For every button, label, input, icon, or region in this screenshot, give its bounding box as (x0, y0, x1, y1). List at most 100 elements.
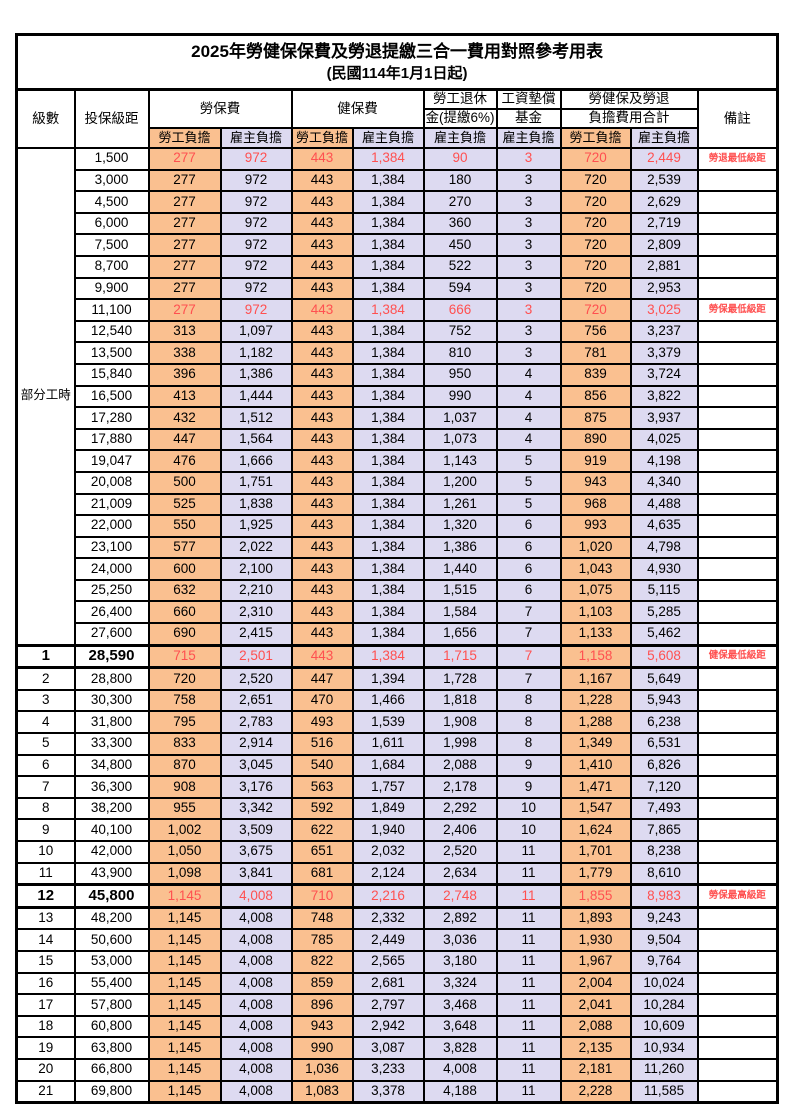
cell-total-employee: 839 (559, 362, 632, 387)
subheader-health-employee: 勞工負擔 (290, 127, 354, 149)
cell-bracket: 25,250 (73, 578, 150, 603)
cell-total-employee: 2,004 (559, 971, 632, 996)
table-row: 21 69,800 1,145 4,008 1,083 3,378 4,188 11 2,228… (15, 1079, 779, 1104)
cell-labor-employee: 277 (147, 254, 222, 279)
table-row: 27,600 690 2,415 443 1,384 1,656 7 1,133 5,462 (17, 622, 779, 647)
cell-labor-employee: 396 (147, 362, 222, 387)
cell-labor-employer: 2,783 (219, 710, 293, 735)
cell-note (696, 168, 779, 193)
cell-pension-employer: 3,180 (422, 949, 498, 974)
cell-health-employee: 443 (290, 362, 354, 387)
cell-level: 4 (15, 710, 76, 735)
cell-note (696, 319, 779, 344)
cell-pension-employer: 1,908 (422, 710, 498, 735)
cell-wage-fund-employer: 7 (495, 643, 562, 670)
cell-labor-employer: 4,008 (219, 993, 293, 1017)
cell-health-employee: 443 (290, 449, 354, 473)
cell-labor-employer: 3,045 (219, 753, 293, 778)
subheader-labor-employer: 雇主負擔 (219, 127, 293, 149)
cell-total-employer: 2,953 (629, 276, 699, 301)
cell-labor-employee: 955 (147, 796, 222, 821)
cell-labor-employee: 1,002 (147, 818, 222, 842)
cell-wage-fund-employer: 3 (495, 168, 562, 193)
cell-labor-employee: 1,145 (147, 1079, 222, 1104)
cell-total-employee: 856 (559, 384, 632, 409)
cell-health-employee: 1,083 (290, 1079, 354, 1104)
cell-pension-employer: 1,584 (422, 600, 498, 625)
table-row: 15 53,000 1,145 4,008 822 2,565 3,180 11 1,967 9,… (15, 949, 779, 974)
cell-total-employer: 9,243 (629, 906, 699, 931)
cell-total-employer: 8,983 (629, 883, 699, 909)
cell-wage-fund-employer: 8 (495, 688, 562, 713)
cell-total-employer: 10,024 (629, 971, 699, 996)
cell-labor-employer: 1,182 (219, 341, 293, 365)
cell-health-employer: 2,124 (351, 861, 425, 886)
header-sub-row: 勞工負擔 雇主負擔 勞工負擔 雇主負擔 雇主負擔 雇主負擔 勞工負擔 雇主負擔 (17, 127, 778, 149)
cell-level: 7 (15, 775, 76, 799)
cell-labor-employer: 972 (219, 276, 293, 301)
cell-wage-fund-employer: 3 (495, 233, 562, 257)
table-row: 17,880 447 1,564 443 1,384 1,073 4 890 4,025 (17, 427, 779, 452)
header-group-row-1: 級數 投保級距 勞保費 健保費 勞工退休 工資墊償 勞健保及勞退 備註 (15, 88, 779, 149)
cell-note (696, 535, 779, 560)
cell-total-employer: 5,462 (629, 622, 699, 647)
cell-level: 1 (15, 643, 76, 670)
cell-note (696, 514, 779, 538)
cell-health-employee: 710 (290, 883, 354, 909)
cell-labor-employee: 1,145 (147, 993, 222, 1017)
cell-bracket: 69,800 (73, 1079, 150, 1104)
cell-labor-employer: 972 (219, 233, 293, 257)
cell-health-employee: 1,036 (290, 1057, 354, 1082)
cell-labor-employee: 1,145 (147, 883, 222, 909)
cell-labor-employee: 632 (147, 578, 222, 603)
table-row: 19 63,800 1,145 4,008 990 3,087 3,828 11 2,135 10… (15, 1036, 779, 1060)
cell-total-employer: 5,649 (629, 666, 699, 691)
cell-wage-fund-employer: 3 (495, 147, 562, 171)
cell-labor-employer: 2,914 (219, 732, 293, 756)
cell-health-employee: 443 (290, 535, 354, 560)
cell-pension-employer: 1,728 (422, 666, 498, 691)
cell-health-employer: 1,384 (351, 470, 425, 495)
cell-wage-fund-employer: 8 (495, 710, 562, 735)
cell-pension-employer: 1,715 (422, 643, 498, 670)
cell-bracket: 66,800 (73, 1057, 150, 1082)
cell-pension-employer: 810 (422, 341, 498, 365)
table-row: 22,000 550 1,925 443 1,384 1,320 6 993 4,635 (17, 514, 779, 538)
cell-health-employee: 443 (290, 643, 354, 670)
cell-total-employer: 5,608 (629, 643, 699, 670)
cell-level: 15 (15, 949, 76, 974)
table-row: 11 43,900 1,098 3,841 681 2,124 2,634 11 1,779 8,… (15, 861, 779, 886)
table-row: 6,000 277 972 443 1,384 360 3 720 2,719 (17, 211, 779, 236)
table-row: 16 55,400 1,145 4,008 859 2,681 3,324 11 2,004 10… (15, 971, 779, 996)
cell-labor-employee: 1,145 (147, 928, 222, 952)
cell-level: 9 (15, 818, 76, 842)
cell-health-employee: 443 (290, 406, 354, 430)
cell-health-employee: 943 (290, 1014, 354, 1039)
cell-total-employer: 9,504 (629, 928, 699, 952)
cell-total-employee: 1,043 (559, 557, 632, 581)
cell-health-employer: 2,449 (351, 928, 425, 952)
cell-pension-employer: 990 (422, 384, 498, 409)
cell-pension-employer: 180 (422, 168, 498, 193)
subheader-wage-fund-employer: 雇主負擔 (495, 127, 562, 149)
cell-health-employee: 470 (290, 688, 354, 713)
cell-bracket: 60,800 (73, 1014, 150, 1039)
cell-labor-employee: 432 (147, 406, 222, 430)
cell-health-employer: 2,565 (351, 949, 425, 974)
cell-labor-employer: 2,520 (219, 666, 293, 691)
cell-note (696, 753, 779, 778)
cell-health-employer: 1,384 (351, 600, 425, 625)
cell-total-employer: 7,493 (629, 796, 699, 821)
cell-total-employer: 2,809 (629, 233, 699, 257)
cell-total-employer: 3,822 (629, 384, 699, 409)
premium-reference-sheet: 2025年勞健保保費及勞退提繳三合一費用對照參考用表 (民國114年1月1日起)… (15, 33, 780, 1105)
cell-bracket: 20,008 (73, 470, 150, 495)
cell-note (696, 362, 779, 387)
cell-health-employer: 2,032 (351, 840, 425, 864)
cell-total-employee: 720 (559, 254, 632, 279)
cell-pension-employer: 1,998 (422, 732, 498, 756)
cell-bracket: 33,300 (73, 732, 150, 756)
cell-labor-employer: 972 (219, 147, 293, 171)
cell-health-employer: 1,384 (351, 362, 425, 387)
table-row: 18 60,800 1,145 4,008 943 2,942 3,648 11 2,088 10… (15, 1014, 779, 1039)
